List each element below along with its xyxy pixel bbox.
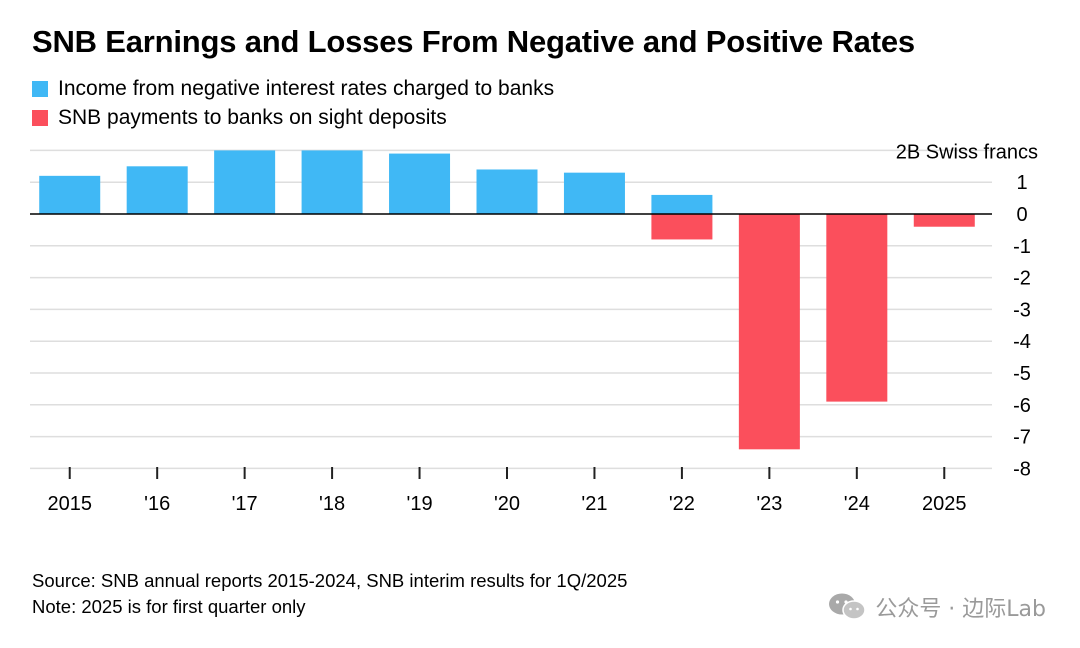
x-tick-label: 2025 — [922, 493, 967, 515]
y-tick-label: -5 — [1013, 363, 1031, 385]
bar-payment — [913, 214, 975, 227]
y-tick-label: 0 — [1016, 204, 1027, 226]
y-tick-label: -7 — [1013, 427, 1031, 449]
y-tick-label: -3 — [1013, 299, 1031, 321]
bar-payment — [826, 214, 888, 402]
bar-income — [214, 150, 276, 214]
watermark: 公众号 · 边际Lab — [827, 591, 1046, 623]
y-tick-label: -8 — [1013, 458, 1031, 480]
x-tick-label: '16 — [144, 493, 170, 515]
legend: Income from negative interest rates char… — [32, 74, 554, 132]
legend-label-payments: SNB payments to banks on sight deposits — [58, 105, 447, 129]
source-note: Source: SNB annual reports 2015-2024, SN… — [32, 570, 628, 591]
y-tick-label: -1 — [1013, 236, 1031, 258]
x-tick-label: '22 — [669, 493, 695, 515]
y-tick-label: -6 — [1013, 395, 1031, 417]
bar-income — [651, 194, 713, 214]
legend-item-payments: SNB payments to banks on sight deposits — [32, 103, 554, 132]
x-tick-label: '24 — [844, 493, 870, 515]
bar-income — [389, 153, 451, 214]
x-tick-label: '23 — [756, 493, 782, 515]
bar-income — [39, 175, 101, 214]
watermark-text: 公众号 · 边际Lab — [875, 597, 1046, 622]
x-tick-label: '17 — [232, 493, 258, 515]
period-note: Note: 2025 is for first quarter only — [32, 596, 306, 617]
y-tick-label: -2 — [1013, 268, 1031, 290]
bar-income — [476, 169, 538, 214]
legend-swatch-income — [32, 80, 48, 97]
x-tick-label: '19 — [407, 493, 433, 515]
bar-income — [563, 172, 625, 214]
y-tick-label: 1 — [1016, 172, 1027, 194]
bar-income — [301, 150, 363, 214]
y-tick-label: -4 — [1013, 331, 1031, 353]
y-unit-label: 2B Swiss francs — [896, 141, 1038, 163]
legend-label-income: Income from negative interest rates char… — [58, 76, 555, 100]
bar-payment — [651, 214, 713, 240]
chart-title: SNB Earnings and Losses From Negative an… — [32, 24, 915, 59]
legend-item-income: Income from negative interest rates char… — [32, 74, 554, 103]
x-tick-label: '18 — [319, 493, 345, 515]
bar-chart: 2B Swiss francs 1 0 -1 -2 -3 -4 -5 -6 -7 -8 2015 '16… — [30, 141, 1038, 515]
bar-payment — [738, 214, 800, 450]
legend-swatch-payments — [32, 109, 48, 126]
x-tick-label: '20 — [494, 493, 520, 515]
x-tick-label: '21 — [581, 493, 607, 515]
wechat-icon — [829, 593, 867, 620]
bar-income — [126, 166, 188, 214]
x-tick-label: 2015 — [47, 493, 92, 515]
